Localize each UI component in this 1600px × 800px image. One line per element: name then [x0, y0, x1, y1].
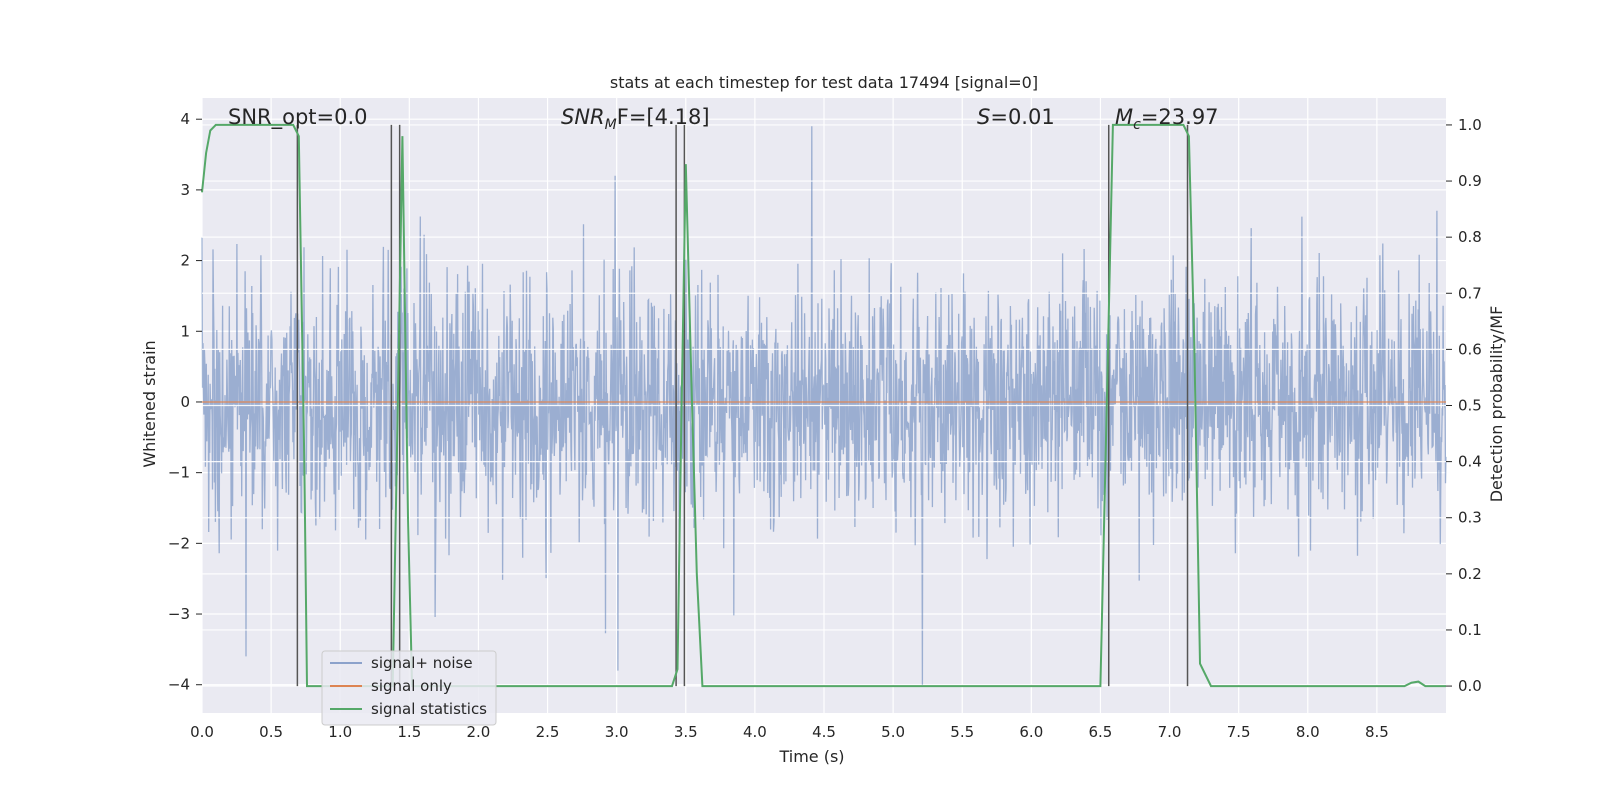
annotation-snr-mf: SNRMF=[4.18]: [561, 105, 710, 133]
annotation-mc-subscript: c: [1133, 117, 1141, 133]
right-y-tick-label: 0.8: [1458, 228, 1482, 246]
x-tick-label: 1.5: [397, 723, 421, 741]
x-tick-label: 8.0: [1296, 723, 1320, 741]
annotation-snr-mf-value: F=[4.18]: [617, 105, 710, 129]
right-y-tick-label: 0.2: [1458, 565, 1482, 583]
vertical-markers: [296, 124, 1189, 687]
y-tick-label: −3: [168, 605, 190, 623]
y-axis-label: Whitened strain: [140, 340, 159, 467]
x-tick-label: 1.0: [328, 723, 352, 741]
x-tick-label: 4.0: [743, 723, 767, 741]
annotation-mc-value: =23.97: [1141, 105, 1219, 129]
right-y-tick-label: 0.0: [1458, 677, 1482, 695]
y-tick-label: 1: [180, 322, 190, 340]
annotation-mc: Mc=23.97: [1115, 105, 1219, 133]
legend-label-signal-plus-noise: signal+ noise: [371, 654, 473, 672]
x-axis-ticks: 0.0 0.5 1.0 1.5 2.0 2.5 3.0 3.5 4.0 4.5 5.0 5.5 6.0 6…: [190, 723, 1389, 741]
signal-statistics-line: [201, 123, 1446, 688]
annotation-s: S=0.01: [977, 105, 1055, 129]
annotation-mc-prefix: M: [1115, 105, 1133, 129]
legend-box: [321, 650, 497, 726]
y-tick-label: 4: [180, 110, 190, 128]
x-tick-label: 0.5: [259, 723, 283, 741]
x-tick-label: 7.0: [1158, 723, 1182, 741]
annotation-s-value: =0.01: [990, 105, 1054, 129]
right-y-axis-label: Detection probability/MF: [1487, 306, 1506, 503]
legend-label-signal-only: signal only: [371, 677, 452, 695]
x-axis-label: Time (s): [778, 747, 844, 766]
right-y-tick-label: 0.5: [1458, 397, 1482, 415]
y-tick-label: 3: [180, 181, 190, 199]
x-tick-label: 2.0: [467, 723, 491, 741]
x-tick-label: 6.5: [1089, 723, 1113, 741]
y-axis-ticks: −4 −3 −2 −1 0 1 2 3 4: [168, 110, 202, 694]
series-signal-statistics: [201, 123, 1446, 688]
chart-title: stats at each timestep for test data 174…: [610, 73, 1038, 92]
right-y-tick-label: 1.0: [1458, 116, 1482, 134]
x-tick-label: 5.0: [881, 723, 905, 741]
x-tick-label: 7.5: [1227, 723, 1251, 741]
right-y-gridlines: [202, 124, 1446, 687]
right-y-tick-label: 0.4: [1458, 453, 1482, 471]
x-tick-label: 4.5: [812, 723, 836, 741]
x-tick-label: 6.0: [1019, 723, 1043, 741]
annotation-snr-mf-subscript: M: [605, 117, 617, 133]
signal-plus-noise-line: [201, 126, 1447, 685]
x-tick-label: 2.5: [536, 723, 560, 741]
right-y-tick-label: 0.9: [1458, 172, 1482, 190]
x-tick-label: 3.0: [605, 723, 629, 741]
y-tick-label: −4: [168, 676, 190, 694]
annotation-snr-mf-prefix: SNR: [561, 105, 605, 129]
y-tick-label: −2: [168, 534, 190, 552]
annotation-snr-opt: SNR_opt=0.0: [228, 105, 368, 130]
x-tick-label: 5.5: [950, 723, 974, 741]
legend: signal+ noise signal only signal statist…: [321, 650, 497, 726]
y-tick-label: −1: [168, 464, 190, 482]
y-tick-label: 0: [180, 393, 190, 411]
right-y-tick-label: 0.7: [1458, 284, 1482, 302]
legend-label-signal-statistics: signal statistics: [371, 700, 487, 718]
y-tick-label: 2: [180, 252, 190, 270]
right-y-tick-label: 0.6: [1458, 340, 1482, 358]
right-y-tick-label: 0.3: [1458, 509, 1482, 527]
annotation-s-prefix: S: [977, 105, 990, 129]
right-y-axis-ticks: 0.0 0.1 0.2 0.3 0.4 0.5 0.6 0.7 0.8 0.9 1.0: [1446, 116, 1482, 695]
series-signal-plus-noise: [201, 126, 1447, 685]
right-y-tick-label: 0.1: [1458, 621, 1482, 639]
x-tick-label: 0.0: [190, 723, 214, 741]
x-tick-label: 8.5: [1365, 723, 1389, 741]
x-tick-label: 3.5: [674, 723, 698, 741]
